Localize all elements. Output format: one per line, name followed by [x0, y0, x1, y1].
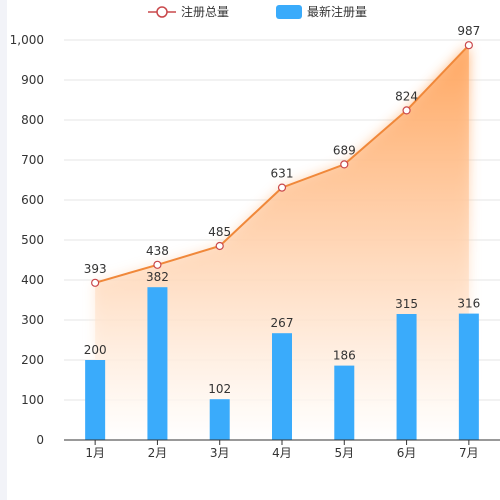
line-point[interactable]	[91, 278, 100, 287]
bar-value-label: 315	[395, 297, 418, 311]
y-tick-label: 500	[21, 233, 44, 247]
legend-label-line: 注册总量	[181, 4, 229, 19]
y-tick-label: 600	[21, 193, 44, 207]
line-series	[91, 41, 473, 287]
bar[interactable]	[334, 365, 355, 440]
x-tick-label: 3月	[210, 446, 230, 460]
line-value-label: 485	[208, 225, 231, 239]
bar-value-label: 267	[271, 316, 294, 330]
area-shape	[95, 45, 469, 440]
bar[interactable]	[147, 287, 168, 440]
y-tick-label: 0	[36, 433, 44, 447]
bar-value-label: 102	[208, 382, 231, 396]
bar-value-label: 200	[84, 343, 107, 357]
x-tick-label: 4月	[272, 446, 292, 460]
x-tick-label: 2月	[148, 446, 168, 460]
bar[interactable]	[396, 314, 417, 440]
line-value-label: 824	[395, 89, 418, 103]
x-tick-label: 5月	[334, 446, 354, 460]
bar-value-label: 186	[333, 349, 356, 363]
bar-value-label: 316	[457, 297, 480, 311]
bar-value-label: 382	[146, 270, 169, 284]
bars	[85, 287, 479, 440]
x-tick-label: 6月	[397, 446, 417, 460]
y-tick-label: 800	[21, 113, 44, 127]
line-value-label: 987	[457, 24, 480, 38]
y-tick-label: 100	[21, 393, 44, 407]
line-point[interactable]	[277, 183, 287, 192]
line-point[interactable]	[402, 106, 411, 115]
line-value-label: 438	[146, 244, 169, 258]
left-edge-strip	[0, 0, 7, 500]
line-point[interactable]	[340, 160, 349, 169]
legend-item-bar[interactable]: 最新注册量	[276, 4, 367, 19]
line-value-label: 393	[84, 262, 107, 276]
data-labels: 393 438 485 631 689 824 987 200 382 102 267 186 315 3…	[84, 24, 481, 396]
legend-label-bar: 最新注册量	[307, 4, 367, 19]
line-point[interactable]	[153, 260, 162, 269]
y-tick-label: 700	[21, 153, 44, 167]
y-tick-label: 400	[21, 273, 44, 287]
bar[interactable]	[272, 333, 292, 440]
bar[interactable]	[209, 399, 230, 440]
line-value-label: 631	[271, 167, 294, 181]
y-tick-label: 200	[21, 353, 44, 367]
x-tick-label: 1月	[85, 446, 105, 460]
bar[interactable]	[458, 313, 479, 440]
line-value-label: 689	[333, 143, 356, 157]
legend: 注册总量 最新注册量	[148, 4, 367, 19]
legend-item-line[interactable]: 注册总量	[148, 4, 229, 19]
line-point[interactable]	[215, 241, 224, 251]
y-tick-label: 300	[21, 313, 44, 327]
bar[interactable]	[85, 360, 106, 440]
legend-bar-swatch	[276, 5, 302, 19]
area-fill	[95, 45, 469, 440]
y-tick-label: 1,000	[10, 33, 44, 47]
axes: 0 100 200 300 400 500 600 700 800 900 1,000 1月 2月 3月 4…	[10, 33, 500, 460]
y-tick-label: 900	[21, 73, 44, 87]
x-tick-label: 7月	[459, 446, 479, 460]
legend-line-marker	[156, 6, 168, 18]
line-point[interactable]	[464, 41, 473, 50]
